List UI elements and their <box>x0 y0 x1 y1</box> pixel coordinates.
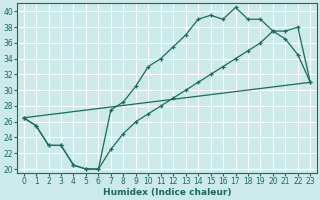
X-axis label: Humidex (Indice chaleur): Humidex (Indice chaleur) <box>103 188 231 197</box>
